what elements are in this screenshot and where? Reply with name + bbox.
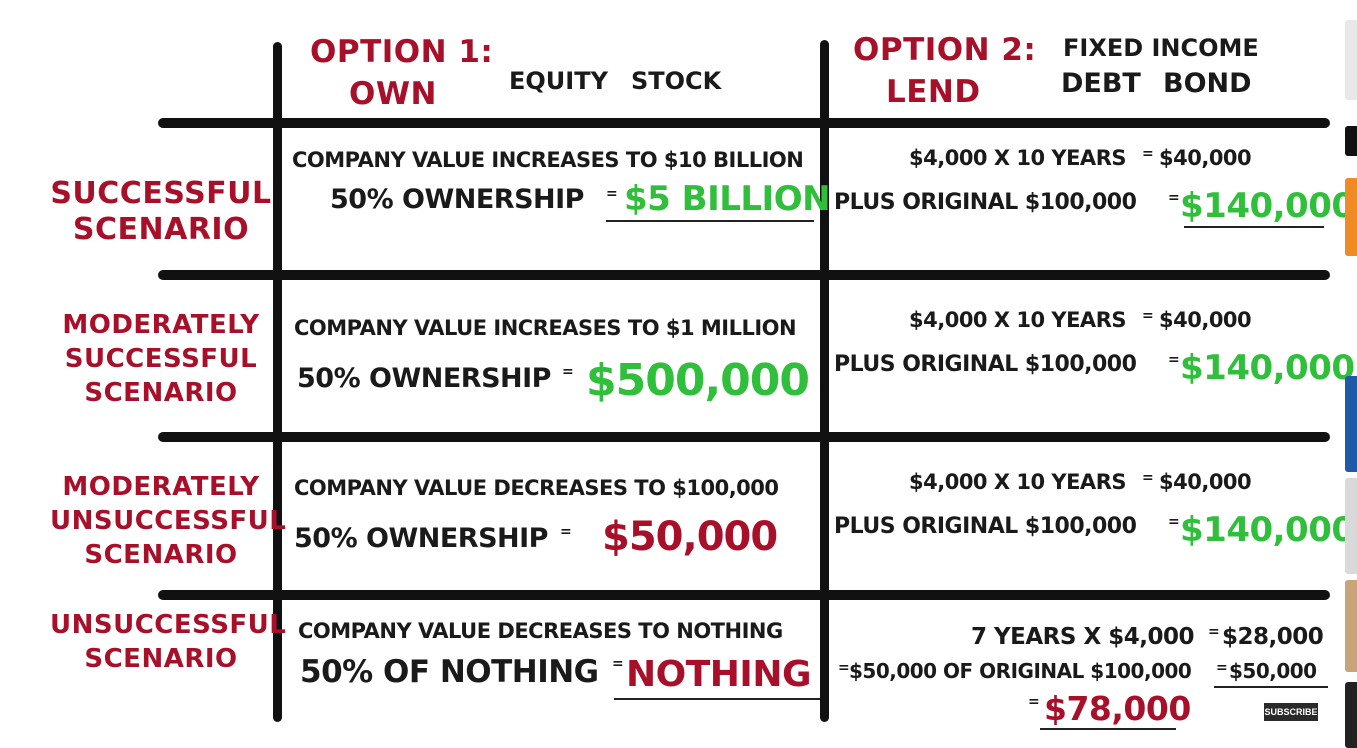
row1-lend-result-underline <box>1184 226 1324 228</box>
row4-own-line1: COMPANY VALUE DECREASES TO NOTHING <box>298 619 783 643</box>
row3-lend-equals: = <box>1142 470 1154 486</box>
row2-own-equals: = <box>562 364 574 380</box>
row3-lend-line1-result: $40,000 <box>1159 470 1252 494</box>
row-label-moderately-successful: MODERATELY SUCCESSFUL SCENARIO <box>62 310 260 408</box>
horizontal-divider-2 <box>158 270 1330 280</box>
row1-own-result-underline <box>606 220 814 222</box>
row2-lend-line1-result: $40,000 <box>1159 308 1252 332</box>
row2-lend-equals: = <box>1142 308 1154 324</box>
row1-own-equals: = <box>606 186 618 202</box>
edge-thumbnail-5 <box>1345 478 1357 574</box>
row1-lend-result: $140,000 <box>1180 186 1355 226</box>
row2-own-line1: COMPANY VALUE INCREASES TO $1 MILLION <box>294 316 797 340</box>
row2-own-result: $500,000 <box>586 355 810 406</box>
edge-thumbnail-1 <box>1345 20 1357 100</box>
edge-thumbnail-2 <box>1345 126 1357 156</box>
row-label-unsuccessful: UNSUCCESSFUL SCENARIO <box>50 610 287 674</box>
row4-own-equals: = <box>612 656 624 672</box>
row1-own-line2: 50% OWNERSHIP <box>330 184 584 215</box>
row2-lend-line2: PLUS ORIGINAL $100,000 <box>834 352 1137 377</box>
row4-lend-equals-pre: = <box>838 660 850 676</box>
row3-lend-line1: $4,000 X 10 YEARS <box>909 470 1126 494</box>
option2-name: LEND <box>886 74 981 110</box>
horizontal-divider-1 <box>158 118 1330 128</box>
row4-own-line2: 50% OF NOTHING <box>300 654 599 690</box>
subscribe-button[interactable]: SUBSCRIBE <box>1264 703 1318 721</box>
row1-lend-line1: $4,000 X 10 YEARS <box>909 146 1126 170</box>
horizontal-divider-3 <box>158 432 1330 442</box>
option1-title: OPTION 1: <box>310 34 494 70</box>
edge-thumbnail-7 <box>1345 682 1357 748</box>
row1-lend-line1-result: $40,000 <box>1159 146 1252 170</box>
option2-sub-bond: BOND <box>1163 68 1252 99</box>
vertical-divider-right <box>820 40 829 722</box>
edge-thumbnail-4 <box>1345 376 1357 472</box>
row2-own-line2: 50% OWNERSHIP <box>297 363 551 394</box>
row4-lend-line2-result: $50,000 <box>1229 659 1317 683</box>
row1-own-result: $5 BILLION <box>624 179 831 219</box>
row4-own-result: NOTHING <box>626 654 812 695</box>
row4-lend-result-underline <box>1040 728 1176 730</box>
vertical-divider-left <box>273 42 282 722</box>
row4-lend-line2: $50,000 OF ORIGINAL $100,000 <box>849 659 1192 683</box>
row3-lend-result: $140,000 <box>1180 510 1355 550</box>
row1-lend-equals-2: = <box>1168 190 1180 206</box>
option1-name: OWN <box>349 76 437 112</box>
row4-lend-line1: 7 YEARS X $4,000 <box>971 624 1194 650</box>
row4-lend-result: $78,000 <box>1044 689 1191 728</box>
row1-own-line1: COMPANY VALUE INCREASES TO $10 BILLION <box>292 148 804 172</box>
row-label-moderately-unsuccessful: MODERATELY UNSUCCESSFUL SCENARIO <box>50 472 287 570</box>
row4-lend-line1-result: $28,000 <box>1222 624 1324 650</box>
edge-thumbnail-3 <box>1345 178 1357 256</box>
row4-lend-equals-3: = <box>1028 694 1040 710</box>
row3-own-result: $50,000 <box>602 514 778 560</box>
row3-own-line2: 50% OWNERSHIP <box>294 523 548 554</box>
option2-title: OPTION 2: <box>853 32 1037 68</box>
row1-lend-equals: = <box>1142 146 1154 162</box>
row4-lend-equals-2: = <box>1216 660 1228 676</box>
row2-lend-line1: $4,000 X 10 YEARS <box>909 308 1126 332</box>
edge-thumbnail-6 <box>1345 580 1357 672</box>
option2-sub-debt: DEBT <box>1061 68 1141 99</box>
horizontal-divider-4 <box>158 590 1330 600</box>
row3-lend-line2: PLUS ORIGINAL $100,000 <box>834 514 1137 539</box>
row1-lend-line2: PLUS ORIGINAL $100,000 <box>834 190 1137 215</box>
row4-lend-equals: = <box>1208 624 1220 640</box>
row4-lend-line2-underline <box>1214 686 1328 688</box>
row3-own-equals: = <box>560 524 572 540</box>
row2-lend-equals-2: = <box>1168 352 1180 368</box>
option2-sub-fixed-income: FIXED INCOME <box>1063 34 1259 62</box>
row-label-successful: SUCCESSFUL SCENARIO <box>50 176 272 247</box>
row3-own-line1: COMPANY VALUE DECREASES TO $100,000 <box>294 476 779 500</box>
row3-lend-equals-2: = <box>1168 514 1180 530</box>
option1-sub-equity: EQUITY <box>509 67 608 95</box>
row2-lend-result: $140,000 <box>1180 348 1355 388</box>
row4-own-result-underline <box>614 698 820 700</box>
option1-sub-stock: STOCK <box>631 67 722 95</box>
